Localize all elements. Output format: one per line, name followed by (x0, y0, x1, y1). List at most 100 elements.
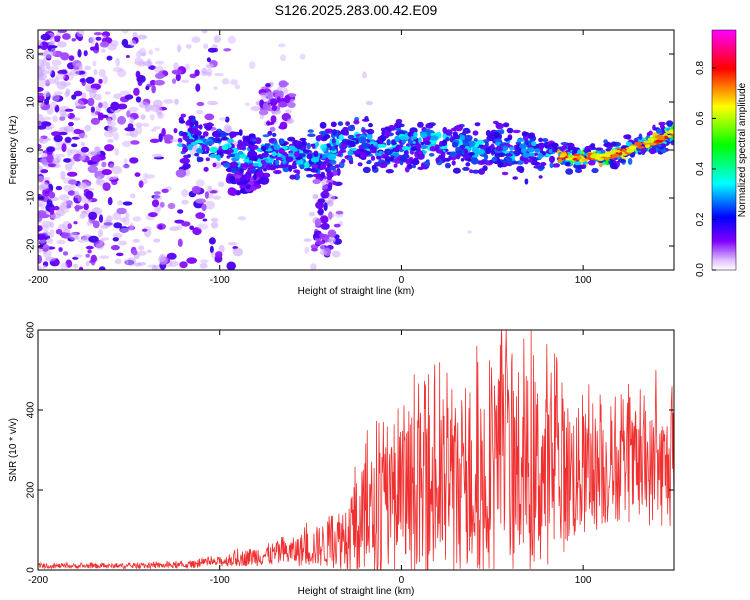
spectrogram-cell (237, 146, 246, 150)
spectrogram-cell (430, 132, 437, 137)
spectrogram-cell (258, 109, 269, 116)
spectrogram-cell (528, 152, 535, 157)
spectrogram-cell (610, 141, 617, 147)
spectrogram-cell (454, 124, 463, 132)
spectrogram-cell (57, 69, 68, 75)
spectrogram-cell (124, 94, 134, 100)
spectrogram-cell (77, 133, 88, 139)
spectrogram-cell (38, 65, 43, 74)
spectrogram-cell (327, 154, 337, 161)
spectrogram-cell (60, 52, 70, 61)
spectrogram-cell (195, 83, 201, 92)
spectrogram-cell (40, 200, 46, 210)
spectrogram-cell (123, 158, 128, 164)
spectrogram-cell (304, 246, 310, 254)
spectrogram-cell (353, 119, 360, 125)
spectrogram-cell (304, 161, 310, 169)
spectrogram-cell (203, 166, 209, 172)
spectrogram-cell (128, 106, 139, 113)
spectrogram-cell (137, 34, 148, 40)
spectrogram-cell (201, 203, 207, 212)
spectrogram-cell (230, 167, 238, 174)
spectrogram-cell (244, 135, 251, 142)
spectrogram-cell (88, 235, 99, 243)
spectrogram-cell (167, 202, 176, 210)
spectrogram-cell (39, 185, 45, 190)
spectrogram-cell (179, 119, 186, 124)
spectrogram-cell (41, 116, 52, 121)
spectrogram-cell (195, 212, 206, 220)
snr-x-tick-label: -100 (210, 575, 230, 586)
spectrogram-cell (64, 136, 72, 143)
spectrogram-cell (296, 169, 301, 175)
spectrogram-cell (310, 263, 317, 270)
spectrogram-cell (239, 184, 247, 189)
spectrogram-cell (93, 68, 98, 76)
spectrogram-cell (625, 134, 632, 140)
spectrogram-cell (344, 132, 349, 136)
spectrogram-cell (239, 168, 245, 174)
spectrogram-cell (113, 93, 123, 99)
spectrogram-cell (60, 81, 72, 87)
snr-y-tick-label: 600 (26, 321, 37, 338)
spectrogram-cell (122, 140, 132, 148)
spectrogram-cell (79, 154, 86, 162)
spectrogram-cell (206, 57, 211, 63)
spectrogram-cell (43, 90, 51, 97)
spectrogram-cell (297, 153, 306, 158)
spectrogram-cell (540, 162, 547, 166)
spectrogram-cell (426, 136, 431, 141)
spectrogram-cell (122, 216, 130, 226)
spectrogram-cell (278, 80, 288, 88)
spectrogram-cell (154, 79, 165, 86)
spectrogram-cell (237, 150, 244, 155)
spectrogram-cell (46, 237, 53, 244)
spectrogram-cell (132, 216, 142, 222)
spectrogram-cell (151, 84, 156, 94)
spectrogram-cell (401, 146, 411, 151)
spectrogram-cell (282, 87, 288, 95)
spectrogram-cell (464, 134, 473, 142)
spectrogram-cell (64, 163, 73, 171)
spectrogram-cell (38, 125, 47, 130)
spectrogram-cell (217, 162, 222, 168)
spectrogram-cell (46, 45, 58, 49)
spectrogram-cell (94, 42, 99, 51)
spectrogram-cell (134, 262, 142, 267)
spectrogram-cell (196, 131, 202, 135)
spectrogram-cell (248, 133, 256, 138)
spectrogram-cell (138, 245, 145, 251)
spectrogram-cell (212, 137, 221, 144)
spectrogram-cell (288, 152, 296, 156)
spectrogram-cell (407, 131, 412, 137)
spectrogram-cell (591, 167, 599, 174)
spectrogram-cell (228, 131, 237, 138)
spectrogram-cell (110, 40, 119, 47)
spectrogram-y-tick-label: 10 (26, 96, 37, 108)
spectrogram-cell (181, 221, 191, 227)
spectrogram-cell (74, 99, 85, 109)
spectrogram-cell (405, 158, 414, 165)
spectrogram-cell (57, 30, 67, 33)
spectrogram-cell (328, 236, 336, 245)
spectrogram-cell (604, 156, 609, 161)
spectrogram-cell (618, 158, 626, 163)
spectrogram-cell (342, 126, 349, 132)
spectrogram-cell (286, 118, 293, 124)
spectrogram-cell (292, 162, 297, 167)
spectrogram-cell (236, 161, 241, 168)
spectrogram-cell (88, 211, 98, 220)
spectrogram-cell (335, 210, 344, 215)
spectrogram-cell (256, 170, 264, 178)
spectrogram-cell (170, 138, 178, 143)
spectrogram-cell (314, 218, 322, 227)
spectrogram-cell (38, 225, 43, 232)
spectrogram-cell (65, 88, 71, 97)
spectrogram-cell (238, 129, 243, 136)
spectrogram-cell (234, 154, 241, 160)
spectrogram-cell (117, 200, 123, 206)
spectrogram-cell (480, 159, 487, 164)
spectrogram-cell (243, 159, 250, 163)
spectrogram-cell (68, 179, 78, 185)
spectrogram-cell (329, 159, 337, 165)
